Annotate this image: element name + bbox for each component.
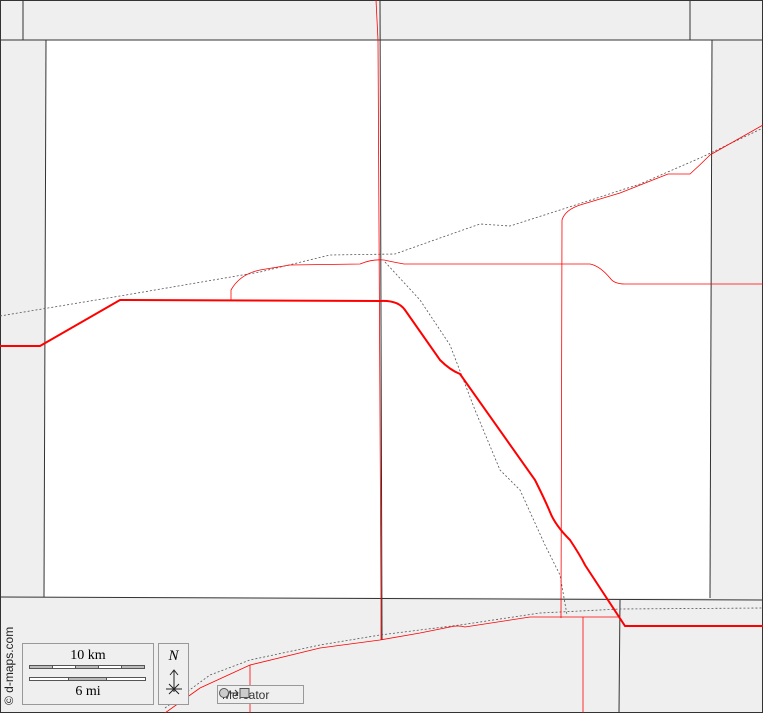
- scale-km-label: 10 km: [70, 648, 106, 663]
- boundary-line: [709, 39, 713, 599]
- projection-box: Mercator: [217, 685, 304, 704]
- railway-line: [0, 127, 763, 317]
- county-area: [44, 40, 712, 598]
- north-arrow-icon: [166, 669, 182, 695]
- scale-bar: 10 km 6 mi: [22, 643, 154, 705]
- road: [375, 0, 382, 640]
- railways: [0, 127, 763, 709]
- road: [230, 259, 763, 300]
- railway-line: [164, 607, 763, 709]
- major-road: [0, 298, 763, 627]
- road: [560, 124, 763, 619]
- north-label: N: [168, 648, 179, 664]
- projection-circle-to-square-icon: [219, 688, 250, 698]
- north-indicator: N: [158, 643, 189, 705]
- railway-line: [384, 261, 568, 616]
- credit-text: © d-maps.com: [2, 626, 16, 705]
- boundary-line: [379, 0, 383, 641]
- road: [164, 616, 620, 713]
- scale-mi-label: 6 mi: [75, 684, 101, 699]
- boundary-line: [43, 39, 47, 598]
